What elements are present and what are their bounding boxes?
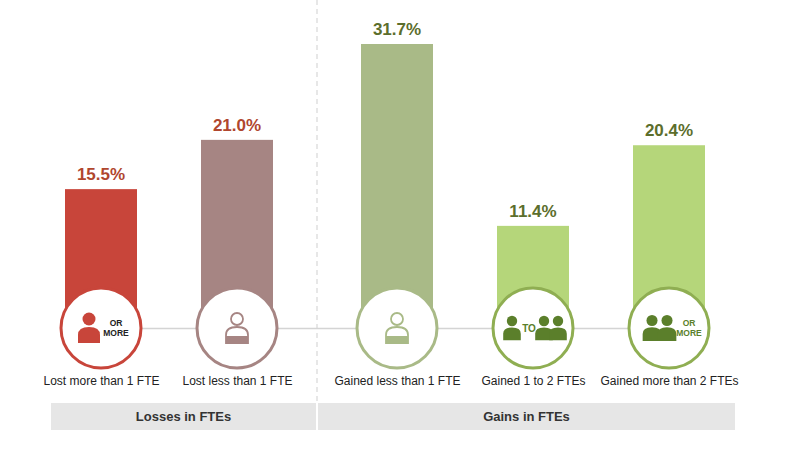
person-head <box>83 313 96 326</box>
bar <box>361 44 433 328</box>
icon-label: ORMORE <box>676 318 702 337</box>
icon-circle <box>629 288 709 368</box>
tick: Gained more than 2 FTEs <box>600 374 738 388</box>
person-head <box>646 315 657 326</box>
data-label: 11.4% <box>509 202 556 221</box>
person-icon <box>503 316 521 340</box>
data-label: 20.4% <box>645 121 693 140</box>
icon-circle <box>197 288 277 368</box>
tick-label: Lost more than 1 FTE <box>43 374 159 388</box>
person-head <box>391 313 403 325</box>
group-band <box>318 403 735 430</box>
icon-circle <box>493 288 573 368</box>
icon-label: TO <box>522 323 536 334</box>
person-head <box>507 316 517 326</box>
icon-badge: ORMORE <box>629 288 709 368</box>
person-icon <box>549 316 567 340</box>
icon-badge: TO <box>493 288 573 368</box>
tick-label: Gained less than 1 FTE <box>334 374 460 388</box>
person-body <box>78 327 100 343</box>
group-divider <box>317 0 318 403</box>
person-icon <box>78 313 100 344</box>
person-head <box>539 316 549 326</box>
person-head <box>661 315 672 326</box>
tick: Gained less than 1 FTE <box>334 374 460 388</box>
person-body <box>226 327 248 343</box>
group-labels: Losses in FTEs Gains in FTEs <box>51 403 735 430</box>
tick: Lost more than 1 FTE <box>43 374 159 388</box>
data-label: 15.5% <box>77 165 125 184</box>
person-body <box>386 327 408 343</box>
icon-badge <box>357 288 437 368</box>
tick-label: Gained more than 2 FTEs <box>600 374 738 388</box>
person-icon <box>658 315 677 341</box>
data-label: 21.0% <box>213 116 261 135</box>
person-head <box>553 316 563 326</box>
group-band <box>51 403 316 430</box>
icon-circle <box>357 288 437 368</box>
person-body <box>549 327 567 340</box>
bars <box>65 44 705 328</box>
person-icon <box>386 313 408 343</box>
tick-label: Lost less than 1 FTE <box>182 374 292 388</box>
group-label: Gains in FTEs <box>483 409 570 424</box>
icon-badge: ORMORE <box>61 288 141 368</box>
icon-label: ORMORE <box>103 318 129 337</box>
chart: Lost more than 1 FTE Lost less than 1 FTE… <box>0 0 800 450</box>
tick: Gained 1 to 2 FTEs <box>481 374 585 388</box>
person-head <box>231 313 243 325</box>
group-label: Losses in FTEs <box>136 409 231 424</box>
person-body <box>658 327 677 341</box>
data-labels: 15.5% 21.0% 31.7% 11.4% 20.4% <box>77 20 693 221</box>
person-fill <box>386 336 408 343</box>
tick-label: Gained 1 to 2 FTEs <box>481 374 585 388</box>
person-icon <box>226 313 248 343</box>
icon-circle <box>61 288 141 368</box>
person-body <box>503 327 521 340</box>
data-label: 31.7% <box>373 20 421 39</box>
icon-badge <box>197 288 277 368</box>
icons: ORMORE TO ORMORE <box>61 288 709 368</box>
person-fill <box>226 336 248 343</box>
tick: Lost less than 1 FTE <box>182 374 292 388</box>
